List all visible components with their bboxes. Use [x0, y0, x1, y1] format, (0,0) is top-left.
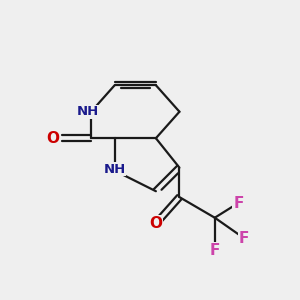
Text: NH: NH [77, 105, 99, 118]
Text: F: F [239, 231, 249, 246]
Text: O: O [46, 131, 59, 146]
Text: F: F [233, 196, 244, 211]
Text: NH: NH [103, 163, 126, 176]
Text: O: O [149, 216, 162, 231]
Text: F: F [210, 243, 220, 258]
